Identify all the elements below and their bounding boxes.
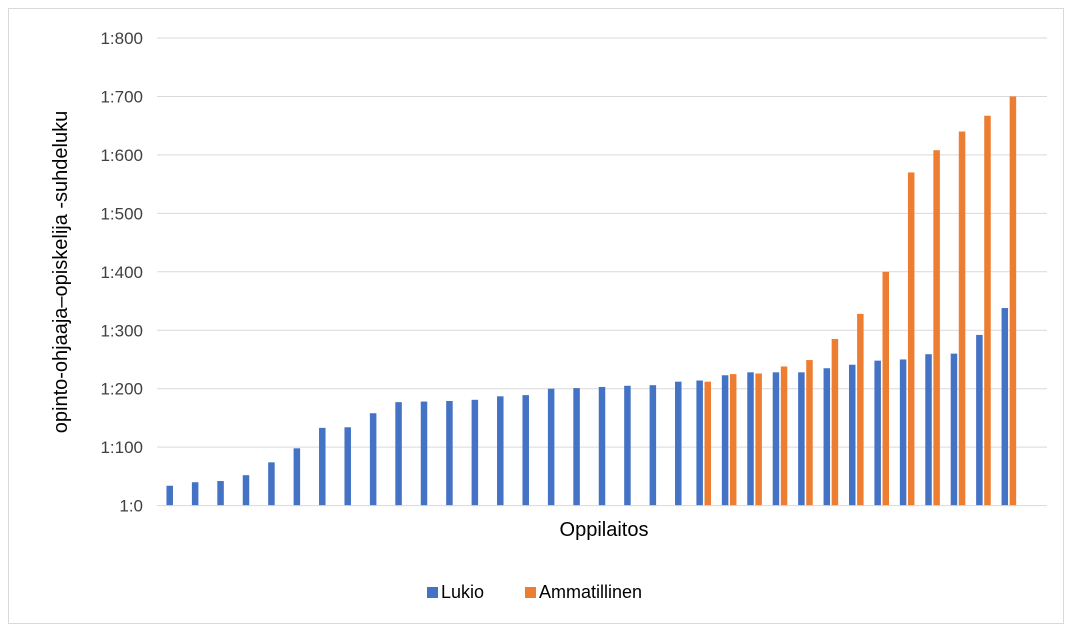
bar-lukio [925, 354, 932, 506]
legend-label-lukio: Lukio [441, 582, 484, 602]
y-tick-label: 1:200 [100, 380, 143, 399]
bar-lukio [675, 381, 682, 506]
legend-label-ammatillinen: Ammatillinen [539, 582, 642, 602]
bar-lukio [344, 427, 351, 506]
bar-ammatillinen [933, 150, 940, 506]
bar-ammatillinen [755, 373, 762, 506]
bar-lukio [497, 396, 504, 506]
y-axis-title: opinto-ohjaaja–opiskelija -suhdeluku [50, 111, 72, 433]
bar-lukio [319, 427, 326, 506]
gridlines [157, 37, 1047, 448]
bar-ammatillinen [857, 313, 864, 506]
bar-lukio [522, 395, 529, 506]
bar-lukio [369, 413, 377, 506]
bar-lukio [696, 380, 703, 506]
legend: Lukio Ammatillinen [427, 582, 642, 602]
bar-lukio [874, 360, 881, 506]
bar-lukio [649, 385, 657, 506]
y-tick-label: 1:500 [100, 204, 143, 223]
legend-swatch-ammatillinen [525, 587, 536, 598]
bar-lukio [268, 462, 275, 506]
bar-ammatillinen [831, 339, 839, 506]
bar-ammatillinen [806, 360, 813, 506]
bar-lukio [1001, 308, 1009, 506]
bar-lukio [573, 388, 580, 506]
bar-ammatillinen [1009, 96, 1017, 506]
bar-ammatillinen [704, 381, 712, 506]
x-axis-title: Oppilaitos [560, 519, 649, 541]
bar-lukio [598, 386, 606, 506]
bar-lukio [721, 375, 729, 506]
y-tick-label: 1:300 [100, 321, 143, 340]
bar-lukio [242, 475, 250, 506]
bar-lukio [446, 400, 453, 506]
bar-lukio [624, 385, 631, 506]
bar-ammatillinen [780, 366, 788, 506]
bar-lukio [191, 482, 199, 506]
bar-lukio [395, 402, 402, 506]
bar-lukio [547, 388, 555, 506]
bar-ammatillinen [984, 115, 991, 506]
bar-lukio [420, 401, 428, 506]
bar-ammatillinen [907, 172, 915, 506]
y-axis-ticks: 1:0 1:100 1:200 1:300 1:400 1:500 1:600 1:700 1:… [100, 29, 143, 516]
y-tick-label: 1:700 [100, 87, 143, 106]
bars [166, 96, 1017, 506]
bar-lukio [747, 372, 754, 506]
bar-lukio [772, 372, 780, 506]
bar-ammatillinen [729, 374, 737, 506]
y-tick-label: 1:800 [100, 29, 143, 48]
y-tick-label: 1:600 [100, 146, 143, 165]
bar-lukio [899, 359, 907, 506]
bar-ammatillinen [958, 131, 966, 506]
bar-lukio [823, 368, 831, 506]
bar-ammatillinen [882, 271, 890, 506]
bar-lukio [217, 481, 224, 506]
y-tick-label: 1:400 [100, 263, 143, 282]
bar-lukio [166, 485, 173, 506]
bar-lukio [798, 372, 805, 506]
bar-lukio [848, 364, 856, 506]
bar-lukio [976, 334, 983, 506]
y-tick-label: 1:0 [119, 497, 143, 516]
bar-lukio [471, 399, 479, 506]
bar-lukio [950, 353, 958, 506]
y-tick-label: 1:100 [100, 438, 143, 457]
bar-lukio [293, 448, 301, 506]
legend-swatch-lukio [427, 587, 438, 598]
